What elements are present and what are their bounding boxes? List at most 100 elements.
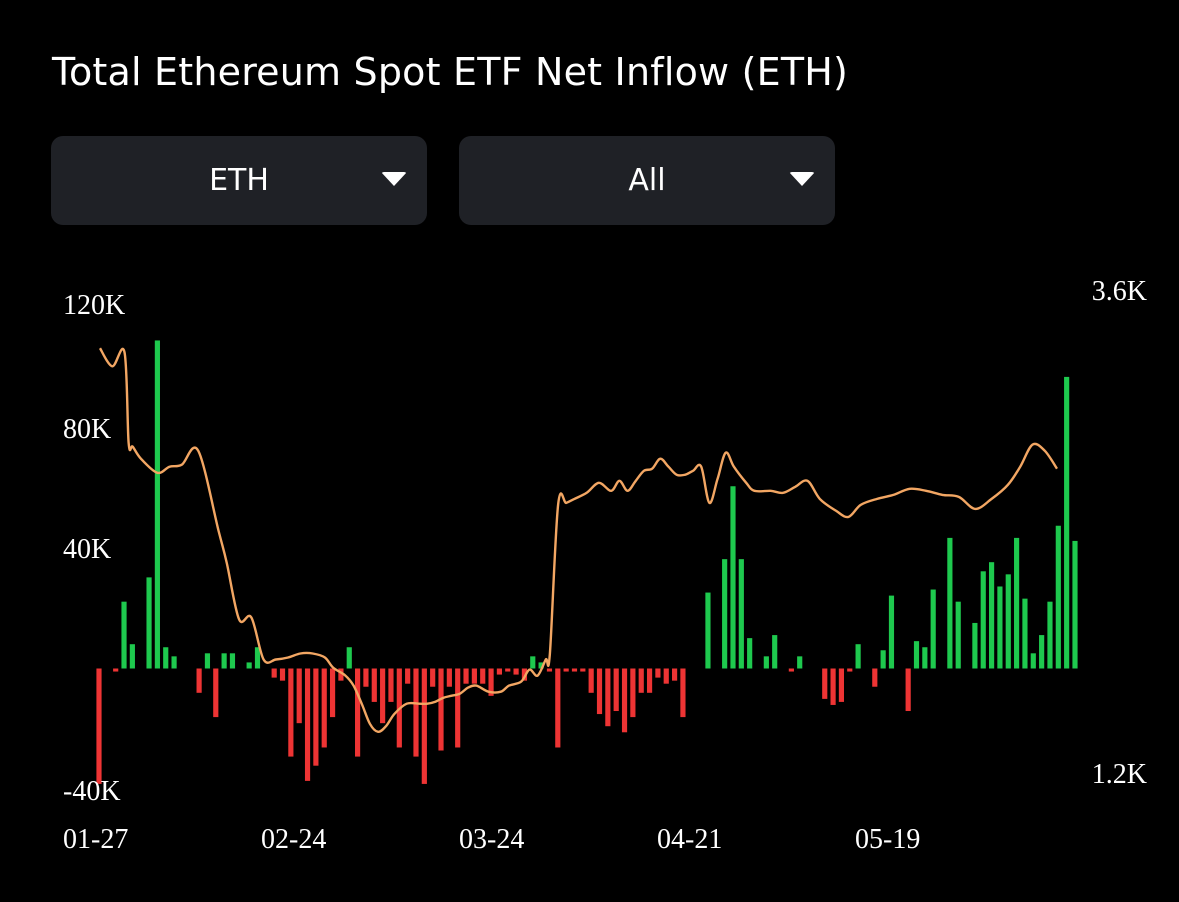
inflow-bar [1039,635,1045,669]
caret-down-icon [381,172,407,186]
left-tick-label: 40K [63,534,111,565]
x-tick-label: 02-24 [261,824,326,855]
outflow-bar [279,668,286,681]
x-tick-label: 03-24 [459,824,524,855]
outflow-bar [413,668,419,757]
unit-dropdown-value: ETH [209,163,269,198]
outflow-bar [605,668,611,727]
caret-down-icon [789,172,815,186]
left-tick-label: -40K [63,776,121,807]
outflow-bar [838,668,845,702]
inflow-bar [772,635,778,669]
inflow-bar [797,656,803,669]
outflow-bar [455,668,461,748]
inflow-bar [947,537,953,669]
outflow-bar [596,668,603,715]
outflow-bar [313,668,319,766]
inflow-bar [1047,601,1053,669]
inflow-bar [997,586,1003,669]
outflow-bar [646,668,653,693]
inflow-bar [163,647,169,669]
inflow-bar [763,656,769,669]
outflow-bar [463,668,469,684]
inflow-bar [855,644,861,669]
inflow-bar [346,647,352,669]
inflow-bar [171,656,177,669]
outflow-bar [196,668,202,693]
inflow-bar [980,571,986,669]
outflow-bar [580,668,586,672]
inflow-bar [246,662,252,669]
outflow-bar [488,668,494,696]
outflow-bar [480,668,486,684]
outflow-bar [438,668,444,751]
inflow-bar [530,656,536,669]
bar-series [96,340,1078,784]
outflow-bar [613,668,619,712]
inflow-bar [229,653,236,669]
inflow-bar [722,559,728,669]
outflow-bar [555,668,561,748]
range-dropdown[interactable]: All [459,136,835,225]
inflow-bar [146,577,152,669]
inflow-bar [930,589,936,669]
right-tick-label: 3.6K [1092,276,1147,307]
x-tick-label: 05-19 [855,824,920,855]
outflow-bar [213,668,219,718]
inflow-bar [738,559,744,669]
outflow-bar [571,668,578,672]
outflow-bar [271,668,277,678]
outflow-bar [496,668,502,675]
outflow-bar [355,668,361,757]
outflow-bar [288,668,294,757]
inflow-bar [204,653,211,669]
inflow-bar [1064,376,1070,669]
inflow-bar [1022,598,1028,669]
outflow-bar [680,668,686,718]
page-title: Total Ethereum Spot ETF Net Inflow (ETH) [52,50,849,94]
inflow-bar [129,644,135,669]
left-axis: 120K 80K 40K -40K [63,290,125,807]
outflow-bar [663,668,669,684]
outflow-bar [113,668,119,672]
outflow-bar [363,668,369,687]
outflow-bar [471,668,477,684]
outflow-bar [380,668,386,724]
inflow-bar [1014,537,1020,669]
x-axis: 01-27 02-24 03-24 04-21 05-19 [63,824,920,855]
outflow-bar [830,668,836,705]
x-tick-label: 04-21 [657,824,722,855]
inflow-bar [922,647,928,669]
outflow-bar [513,668,519,675]
inflow-bar [972,622,978,669]
outflow-bar [296,668,302,724]
range-dropdown-value: All [628,163,666,198]
outflow-bar [822,668,828,699]
inflow-bar [1030,653,1036,669]
outflow-bar [321,668,327,748]
inflow-bar [989,562,995,669]
outflow-bar [96,668,102,784]
outflow-bar [329,668,336,718]
outflow-bar [872,668,878,687]
right-tick-label: 1.2K [1092,759,1147,790]
inflow-bar [955,601,961,669]
inflow-bar [747,638,753,669]
inflow-bar [1005,574,1011,669]
outflow-bar [421,668,427,784]
outflow-bar [338,668,344,681]
outflow-bar [546,668,553,672]
outflow-bar [847,668,853,672]
outflow-bar [405,668,411,684]
inflow-bar [705,592,711,669]
outflow-bar [621,668,628,733]
inflow-bar [888,595,895,669]
inflow-bar [121,601,127,669]
inflow-bar [221,653,227,669]
unit-dropdown[interactable]: ETH [51,136,427,225]
right-axis: 3.6K 1.2K [1092,276,1147,790]
outflow-bar [521,668,528,681]
left-tick-label: 120K [63,290,125,321]
outflow-bar [672,668,678,681]
